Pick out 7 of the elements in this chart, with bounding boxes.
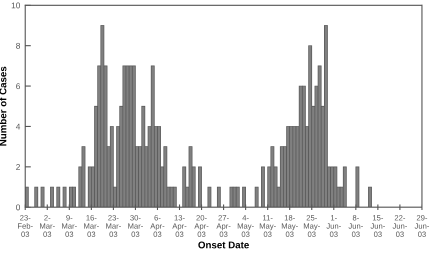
y-tick-label: 6 [16, 83, 20, 90]
y-tick-label: 10 [12, 2, 20, 8]
x-axis-title: Onset Date [198, 241, 249, 248]
y-tick-label: 0 [16, 204, 20, 210]
y-tick-label: 2 [16, 164, 20, 170]
y-tick-label: 4 [16, 124, 20, 130]
y-tick-label: 8 [16, 42, 20, 49]
